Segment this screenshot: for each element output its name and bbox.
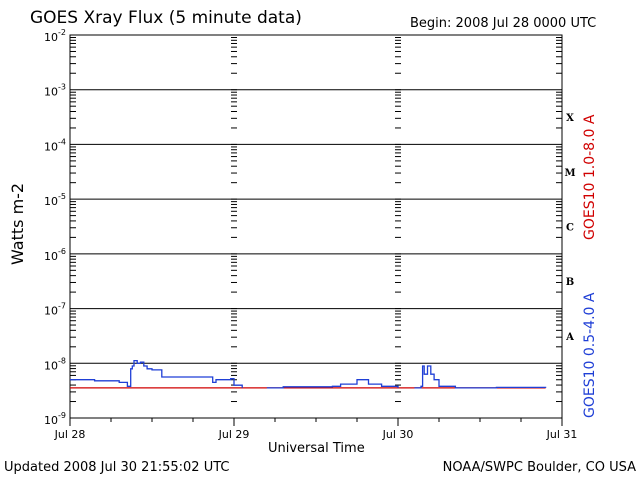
flare-class-label: M (564, 168, 575, 179)
begin-time: Begin: 2008 Jul 28 0000 UTC (410, 16, 597, 31)
y-tick-exponent: -7 (58, 302, 66, 311)
series-line-short (266, 379, 399, 389)
y-tick-exponent: -4 (58, 137, 66, 146)
y-tick-label: 10-2 (44, 28, 66, 44)
y-tick-label: 10-4 (44, 137, 66, 153)
y-tick-base: 10 (44, 414, 58, 427)
y-tick-label: 10-9 (44, 411, 66, 427)
flare-class-label: X (566, 113, 574, 124)
series-line-short (70, 359, 243, 388)
y-tick-base: 10 (44, 305, 58, 318)
x-tick-label: Jul 30 (382, 428, 414, 441)
x-tick-label: Jul 29 (218, 428, 250, 441)
y-tick-exponent: -9 (58, 411, 66, 420)
y-tick-exponent: -5 (58, 192, 66, 201)
y-tick-base: 10 (44, 195, 58, 208)
flare-class-label: C (566, 223, 574, 234)
y-tick-label: 10-3 (44, 83, 66, 99)
y-tick-label: 10-7 (44, 302, 66, 318)
y-tick-base: 10 (44, 359, 58, 372)
y-tick-base: 10 (44, 86, 58, 99)
y-tick-label: 10-8 (44, 356, 66, 372)
updated-time: Updated 2008 Jul 30 21:55:02 UTC (4, 460, 230, 475)
x-axis-label: Universal Time (268, 441, 365, 456)
y-tick-label: 10-5 (44, 192, 66, 208)
y-tick-exponent: -8 (58, 356, 66, 365)
plot-frame (69, 34, 563, 419)
series-line-short (414, 365, 547, 389)
flare-class-label: A (565, 332, 574, 343)
credit-text: NOAA/SWPC Boulder, CO USA (442, 460, 636, 475)
y-tick-exponent: -2 (58, 28, 66, 37)
x-tick-label: Jul 31 (546, 428, 578, 441)
y-tick-base: 10 (44, 250, 58, 263)
y-tick-base: 10 (44, 140, 58, 153)
y-tick-label: 10-6 (44, 247, 66, 263)
y-tick-exponent: -3 (58, 83, 66, 92)
chart-title: GOES Xray Flux (5 minute data) (30, 8, 302, 28)
y-tick-base: 10 (44, 31, 58, 44)
flare-class-label: B (566, 277, 574, 288)
y-tick-exponent: -6 (58, 247, 66, 256)
x-tick-label: Jul 28 (54, 428, 86, 441)
